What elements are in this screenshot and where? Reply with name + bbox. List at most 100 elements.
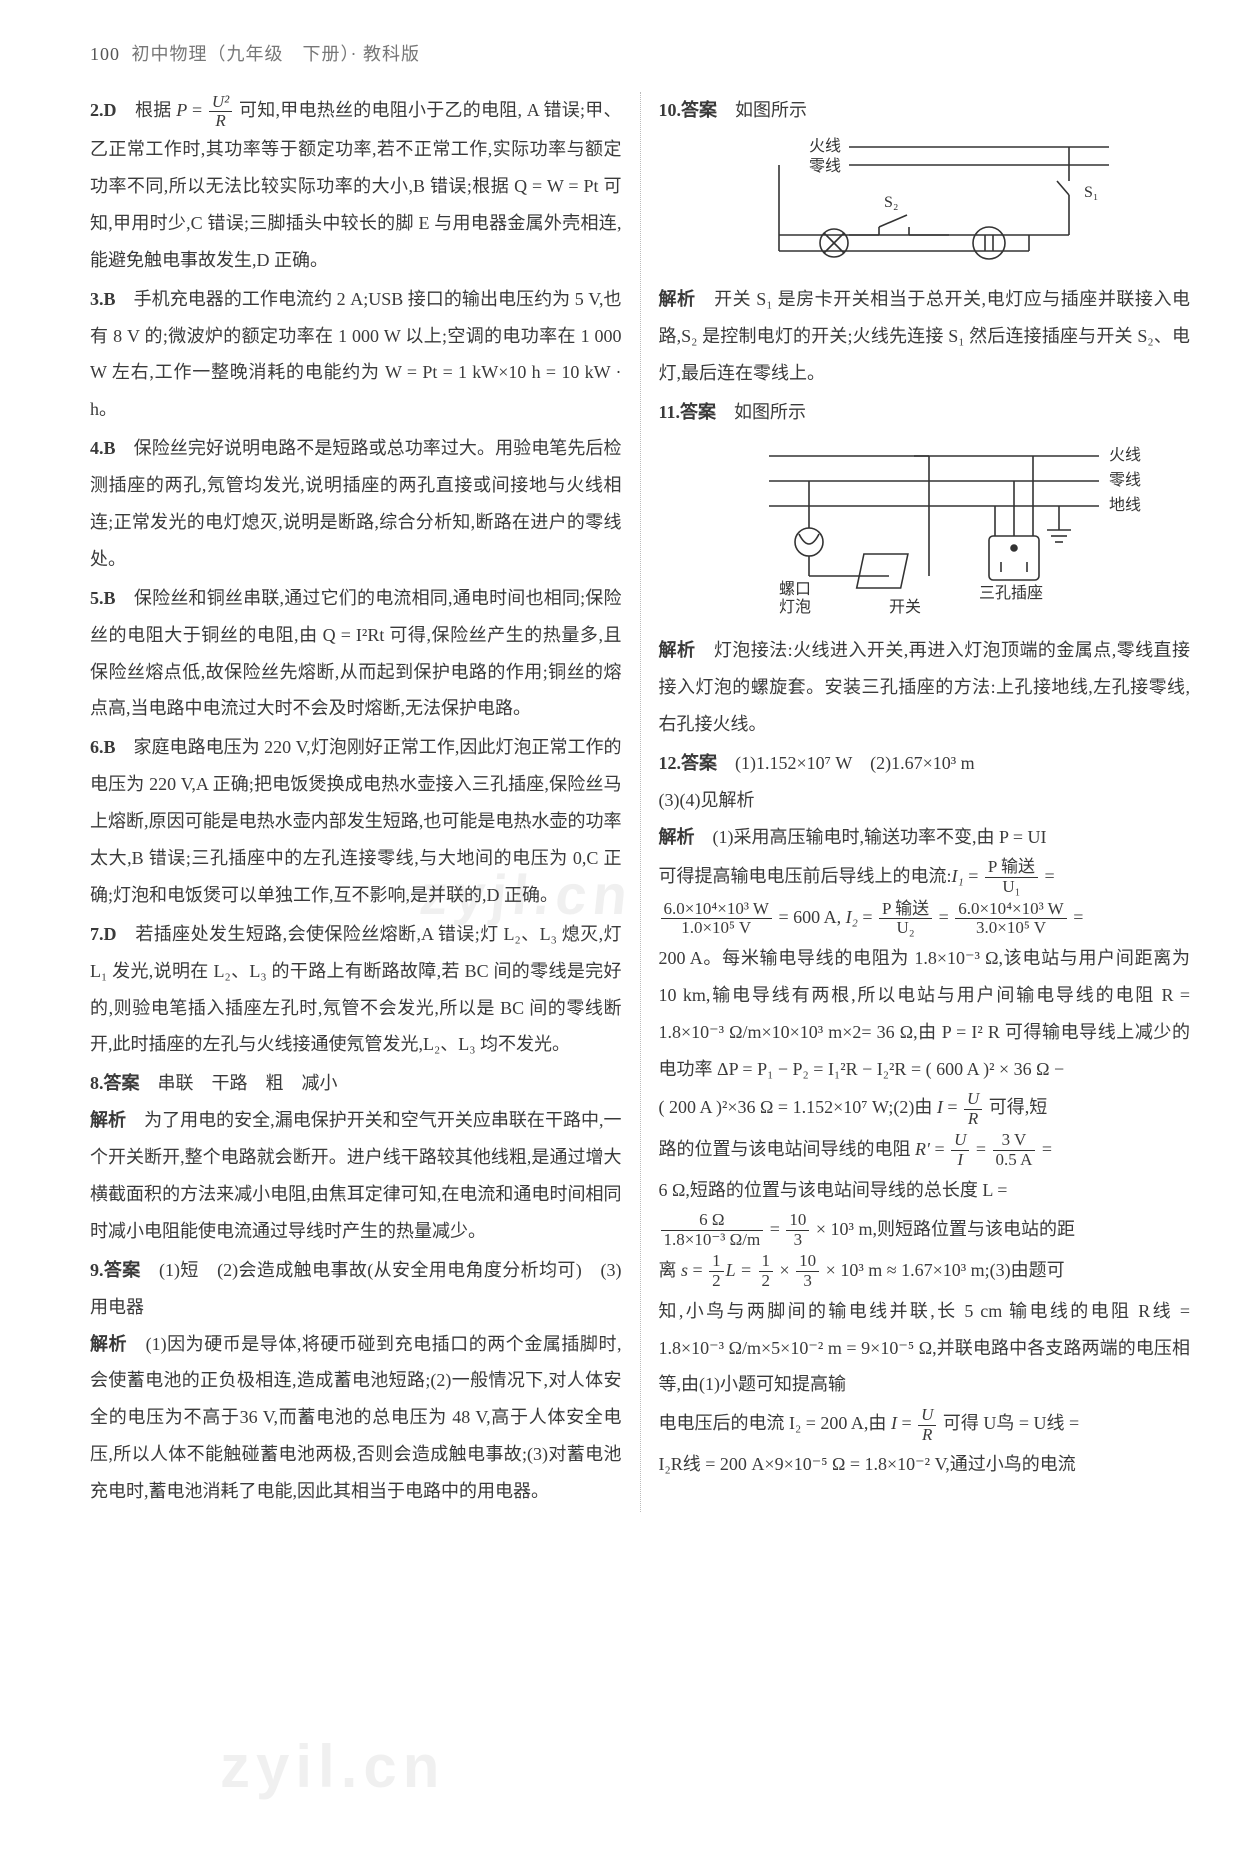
q11-exp-label: 解析: [659, 640, 696, 660]
page-header: 100 初中物理（九年级 下册）· 教科版: [90, 40, 1190, 66]
fire-label: 火线: [809, 137, 841, 155]
q10-ans-label: 答案: [681, 100, 717, 120]
q10-exp-text: 开关 S₁ 是房卡开关相当于总开关,电灯应与插座并联接入电路,S₂ 是控制电灯的…: [659, 289, 1191, 383]
svg-text:地线: 地线: [1109, 496, 1141, 514]
q12-val9: 电电压后的电流 I₂ = 200 A,由 I = UR 可得 U鸟 = U线 =: [659, 1405, 1191, 1444]
q9-num: 9.: [90, 1260, 104, 1280]
svg-text:灯泡: 灯泡: [779, 598, 811, 616]
svg-text:开关: 开关: [889, 598, 921, 616]
q12-val2: 200 A。每米输电导线的电阻为 1.8×10⁻³ Ω,该电站与用户间距离为 1…: [659, 940, 1191, 1088]
q7-body: 若插座处发生短路,会使保险丝熔断,A 错误;灯 L₂、L₃ 熄灭,灯 L₁ 发光…: [90, 924, 622, 1055]
q12-val6: 6 Ω1.8×10⁻³ Ω/m = 103 × 10³ m,则短路位置与该电站的…: [659, 1211, 1191, 1250]
q6-num: 6.: [90, 737, 104, 757]
val5-text: 6 Ω,短路的位置与该电站间导线的总长度 L =: [659, 1180, 1008, 1200]
frac-UR: UR: [964, 1090, 982, 1128]
q10-diagram: 火线 零线 S₁: [739, 135, 1191, 275]
q5-ans: B: [104, 588, 116, 608]
watermark-2: zyil.cn: [220, 1732, 445, 1801]
q6-body: 家庭电路电压为 220 V,灯泡刚好正常工作,因此灯泡正常工作的电压为 220 …: [90, 737, 622, 905]
frac-half: 12: [709, 1252, 724, 1290]
q10-exp-label: 解析: [659, 289, 696, 309]
val3a: ( 200 A )²×36 Ω = 1.152×10⁷ W;(2)由: [659, 1097, 937, 1117]
q12-exp-open: (1)采用高压输电时,输送功率不变,由 P = UI: [695, 827, 1047, 847]
q9-exp-label: 解析: [90, 1334, 127, 1354]
val7b: × 10³ m ≈ 1.67×10³ m;(3)由题可: [821, 1260, 1064, 1280]
eqs: =: [688, 1260, 707, 1280]
q12-ans-label: 答案: [681, 753, 717, 773]
left-column: zyjl.cn 2.D 根据 P = U²R 可知,甲电热丝的电阻小于乙的电阻,…: [90, 92, 640, 1512]
q12-val4: 路的位置与该电站间导线的电阻 R′ = UI = 3 V0.5 A =: [659, 1131, 1191, 1170]
question-3: 3.B 手机充电器的工作电流约 2 A;USB 接口的输出电压约为 5 V,也有…: [90, 281, 622, 429]
q12-num: 12.: [659, 753, 682, 773]
val9a: 电电压后的电流 I₂ = 200 A,由: [659, 1413, 891, 1433]
question-5: 5.B 保险丝和铜丝串联,通过它们的电流相同,通电时间也相同;保险丝的电阻大于铜…: [90, 580, 622, 728]
eq2: =: [1040, 866, 1055, 886]
frac-UR2: UR: [918, 1406, 936, 1444]
val9b: 可得 U鸟 = U线 =: [938, 1413, 1079, 1433]
question-10: 10.答案 如图所示: [659, 92, 1191, 129]
q3-body: 手机充电器的工作电流约 2 A;USB 接口的输出电压约为 5 V,也有 8 V…: [90, 289, 622, 420]
svg-text:S₁: S₁: [1084, 184, 1098, 201]
q9-ans-text: (1)短 (2)会造成触电事故(从安全用电角度分析均可) (3)用电器: [90, 1260, 622, 1317]
question-11: 11.答案 如图所示: [659, 394, 1191, 431]
q12-I1: I₁: [952, 866, 964, 886]
q3-num: 3.: [90, 289, 104, 309]
q10-txt: 如图所示: [717, 100, 807, 120]
q10-exp: 解析 开关 S₁ 是房卡开关相当于总开关,电灯应与插座并联接入电路,S₂ 是控制…: [659, 281, 1191, 392]
zero-label: 零线: [809, 157, 841, 175]
q9-ans-label: 答案: [104, 1260, 141, 1280]
q2-body2: A 错误;甲、乙正常工作时,其功率等于额定功率,若不正常工作,实际功率与额定功率…: [90, 100, 622, 270]
q11-ans-label: 答案: [680, 402, 716, 422]
q12-val8: 知,小鸟与两脚间的输电线并联,长 5 cm 输电线的电阻 R线 = 1.8×10…: [659, 1293, 1191, 1404]
question-9: 9.答案 (1)短 (2)会造成触电事故(从安全用电角度分析均可) (3)用电器…: [90, 1252, 622, 1510]
question-8: 8.答案 串联 干路 粗 减小 解析 为了用电的安全,漏电保护开关和空气开关应串…: [90, 1065, 622, 1249]
q12-exp2a: 可得提高输电电压前后导线上的电流:: [659, 866, 952, 886]
Rp: R′: [915, 1139, 930, 1159]
q11-num: 11.: [659, 402, 681, 422]
val10-text: I₂R线 = 200 A×9×10⁻⁵ Ω = 1.8×10⁻² V,通过小鸟的…: [659, 1454, 1076, 1474]
q2-body1: 根据: [117, 100, 177, 120]
page-number: 100: [90, 44, 120, 64]
q4-body: 保险丝完好说明电路不是短路或总功率过大。用验电笔先后检测插座的两孔,氖管均发光,…: [90, 438, 622, 569]
q9-exp: (1)因为硬币是导体,将硬币碰到充电插口的两个金属插脚时,会使蓄电池的正负极相连…: [90, 1334, 622, 1502]
frac-c2: 6.0×10⁴×10³ W3.0×10⁵ V: [955, 900, 1066, 938]
slbl: s: [681, 1260, 688, 1280]
q12-val10: I₂R线 = 200 A×9×10⁻⁵ Ω = 1.8×10⁻² V,通过小鸟的…: [659, 1446, 1191, 1483]
q10-num: 10.: [659, 100, 682, 120]
q3-ans: B: [104, 289, 116, 309]
frac-half2: 12: [759, 1252, 774, 1290]
q4-ans: B: [104, 438, 116, 458]
question-2: 2.D 根据 P = U²R 可知,甲电热丝的电阻小于乙的电阻, A 错误;甲、…: [90, 92, 622, 279]
val6-text: × 10³ m,则短路位置与该电站的距: [811, 1219, 1075, 1239]
eq3: =: [858, 907, 877, 927]
q8-ans-text: 串联 干路 粗 减小: [140, 1073, 338, 1093]
frac-c1: 6.0×10⁴×10³ W1.0×10⁵ V: [661, 900, 772, 938]
q5-body: 保险丝和铜丝串联,通过它们的电流相同,通电时间也相同;保险丝的电阻大于铜丝的电阻…: [90, 588, 622, 719]
frac-10-3b: 103: [796, 1252, 819, 1290]
q11-exp: 解析 灯泡接法:火线进入开关,再进入灯泡顶端的金属点,零线直接接入灯泡的螺旋套。…: [659, 632, 1191, 743]
q2-num: 2.: [90, 100, 104, 120]
eq8: =: [765, 1219, 784, 1239]
q2-frac: U²R: [209, 93, 232, 131]
q4-num: 4.: [90, 438, 104, 458]
eq4: =: [934, 907, 953, 927]
q5-num: 5.: [90, 588, 104, 608]
svg-text:零线: 零线: [1109, 471, 1141, 489]
val8-text: 知,小鸟与两脚间的输电线并联,长 5 cm 输电线的电阻 R线 = 1.8×10…: [659, 1301, 1191, 1395]
val7a: 离: [659, 1260, 682, 1280]
question-4: 4.B 保险丝完好说明电路不是短路或总功率过大。用验电笔先后检测插座的两孔,氖管…: [90, 430, 622, 578]
eq7: =: [1037, 1139, 1052, 1159]
q7-ans: D: [104, 924, 117, 944]
book-title: 初中物理（九年级 下册）· 教科版: [132, 44, 421, 64]
q12-val5: 6 Ω,短路的位置与该电站间导线的总长度 L =: [659, 1172, 1191, 1209]
eq: =: [964, 866, 983, 886]
q2-P: P: [176, 100, 187, 120]
q2-body1b: 可知,甲电热丝的电阻小于乙的电阻,: [234, 100, 522, 120]
right-column: 10.答案 如图所示 火线 零线 S₁: [640, 92, 1191, 1512]
eq6: =: [971, 1139, 990, 1159]
q12-val3: ( 200 A )²×36 Ω = 1.152×10⁷ W;(2)由 I = U…: [659, 1089, 1191, 1128]
midL: L =: [726, 1260, 757, 1280]
svg-text:火线: 火线: [1109, 446, 1141, 464]
frac-6ohm: 6 Ω1.8×10⁻³ Ω/m: [661, 1211, 764, 1249]
frac-pu2: P 输送U₂: [879, 900, 932, 938]
